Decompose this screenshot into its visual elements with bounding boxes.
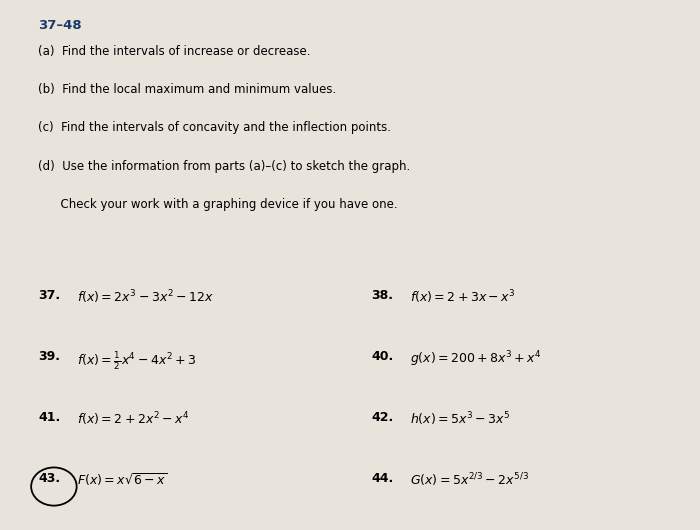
Text: $f(x) = 2x^3 - 3x^2 - 12x$: $f(x) = 2x^3 - 3x^2 - 12x$ (77, 289, 214, 306)
Text: 43.: 43. (38, 472, 61, 485)
Text: (d)  Use the information from parts (a)–(c) to sketch the graph.: (d) Use the information from parts (a)–(… (38, 160, 411, 173)
Text: 41.: 41. (38, 411, 61, 424)
Text: $g(x) = 200 + 8x^3 + x^4$: $g(x) = 200 + 8x^3 + x^4$ (410, 350, 541, 369)
Text: $f(x) = \frac{1}{2}x^4 - 4x^2 + 3$: $f(x) = \frac{1}{2}x^4 - 4x^2 + 3$ (77, 350, 197, 372)
Text: 37.: 37. (38, 289, 61, 302)
Text: 44.: 44. (371, 472, 393, 485)
Text: $G(x) = 5x^{2/3} - 2x^{5/3}$: $G(x) = 5x^{2/3} - 2x^{5/3}$ (410, 472, 528, 489)
Text: $F(x) = x\sqrt{6-x}$: $F(x) = x\sqrt{6-x}$ (77, 472, 168, 489)
Text: $f(x) = 2 + 3x - x^3$: $f(x) = 2 + 3x - x^3$ (410, 289, 515, 306)
Text: 39.: 39. (38, 350, 60, 363)
Text: $h(x) = 5x^3 - 3x^5$: $h(x) = 5x^3 - 3x^5$ (410, 411, 510, 428)
Text: Check your work with a graphing device if you have one.: Check your work with a graphing device i… (38, 198, 398, 211)
Text: 42.: 42. (371, 411, 393, 424)
Text: (c)  Find the intervals of concavity and the inflection points.: (c) Find the intervals of concavity and … (38, 121, 391, 135)
Text: 38.: 38. (371, 289, 393, 302)
Text: $f(x) = 2 + 2x^2 - x^4$: $f(x) = 2 + 2x^2 - x^4$ (77, 411, 189, 428)
Text: 40.: 40. (371, 350, 393, 363)
Text: (a)  Find the intervals of increase or decrease.: (a) Find the intervals of increase or de… (38, 45, 311, 58)
Text: 37–48: 37–48 (38, 19, 82, 32)
Text: (b)  Find the local maximum and minimum values.: (b) Find the local maximum and minimum v… (38, 83, 337, 96)
